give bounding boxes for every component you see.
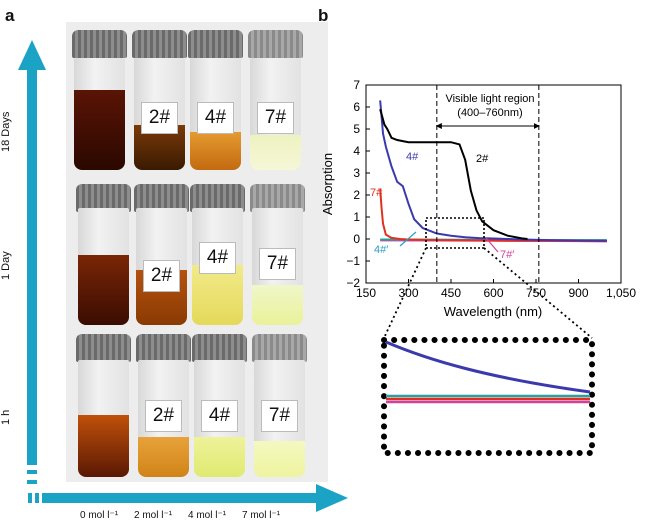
x-tick-label: 600 (483, 286, 503, 300)
arrow-4-prime (399, 231, 417, 247)
zoom-line-right (483, 247, 593, 339)
vial-label-4: 4# (199, 242, 236, 274)
y-tick-label: 3 (353, 166, 360, 180)
absorption-chart: 150 300 450 600 750 900 1,050 −2 −1 0 1 2 3 4 5 6 7 Visi… (320, 78, 636, 456)
vial-4-mol: 4# (188, 30, 243, 170)
vial-4-mol: 4# (192, 332, 247, 477)
vial-0-mol (76, 180, 131, 325)
x-axis-label: Wavelength (nm) (444, 304, 543, 319)
visible-region-range: (400–760nm) (457, 107, 522, 119)
y-tick-label: 6 (353, 100, 360, 114)
x-tick-label: 300 (398, 286, 418, 300)
vial-2-mol: 2# (134, 180, 189, 325)
panel-b-letter: b (318, 6, 329, 25)
x-tick-label: 900 (568, 286, 588, 300)
y-tick-label: −2 (346, 276, 360, 290)
vial-7-mol: 7# (250, 180, 305, 325)
vial-label-2: 2# (143, 260, 180, 292)
y-tick-label: 4 (353, 144, 360, 158)
annotation-7: 7# (370, 187, 383, 199)
vial-2-mol: 2# (136, 332, 191, 477)
y-tick-label: 2 (353, 188, 360, 202)
vial-row-1-h: 2# 4# 7# (66, 332, 328, 480)
concentration-label-7: 7 mol l⁻¹ (242, 510, 281, 521)
inset-curve-4 (385, 340, 591, 394)
concentration-label-2: 2 mol l⁻¹ (134, 510, 173, 521)
y-tick-label: 1 (353, 210, 360, 224)
annotation-7-prime: 7#′ (500, 249, 514, 261)
time-label-18-days: 18 Days (0, 111, 12, 152)
series-line (379, 100, 607, 242)
time-label-1-h: 1 h (0, 409, 12, 425)
zoom-line-left (383, 247, 427, 339)
concentration-label-0: 0 mol l⁻¹ (80, 510, 119, 521)
y-tick-label: −1 (346, 254, 360, 268)
inset-box (381, 337, 595, 456)
annotation-2: 2# (476, 153, 489, 165)
vial-label-2: 2# (141, 102, 178, 134)
vial-label-4: 4# (197, 102, 234, 134)
vial-label-7: 7# (261, 400, 298, 432)
annotation-4: 4# (406, 151, 419, 163)
vial-label-4: 4# (201, 400, 238, 432)
x-tick-label: 150 (356, 286, 376, 300)
vial-0-mol (76, 332, 131, 477)
y-tick-label: 7 (353, 78, 360, 92)
vial-7-mol: 7# (248, 30, 303, 170)
panel-a-letter: a (5, 6, 15, 25)
x-tick-label: 1,050 (606, 286, 636, 300)
time-label-1-day: 1 Day (0, 251, 12, 280)
vial-2-mol: 2# (132, 30, 187, 170)
series-line (379, 108, 528, 240)
x-tick-label: 450 (441, 286, 461, 300)
vial-row-18-days: 2# 4# 7# (66, 30, 328, 175)
vial-label-7: 7# (257, 102, 294, 134)
vial-7-mol: 7# (252, 332, 307, 477)
vial-label-7: 7# (259, 248, 296, 280)
series-line (379, 188, 607, 243)
arrow-7-prime (485, 237, 499, 253)
vial-label-2: 2# (145, 400, 182, 432)
annotation-4-prime: 4#′ (374, 244, 388, 256)
time-arrow (18, 40, 46, 484)
x-tick-label: 750 (526, 286, 546, 300)
y-tick-label: 0 (353, 232, 360, 246)
vial-0-mol (72, 30, 127, 170)
vial-row-1-day: 2# 4# 7# (66, 180, 328, 328)
y-axis-label: Absorption (320, 153, 335, 215)
concentration-label-4: 4 mol l⁻¹ (188, 510, 227, 521)
concentration-arrow (28, 484, 348, 512)
visible-region-label: Visible light region (445, 93, 534, 105)
y-tick-label: 5 (353, 122, 360, 136)
vial-4-mol: 4# (190, 180, 245, 325)
zoom-box (425, 217, 485, 249)
